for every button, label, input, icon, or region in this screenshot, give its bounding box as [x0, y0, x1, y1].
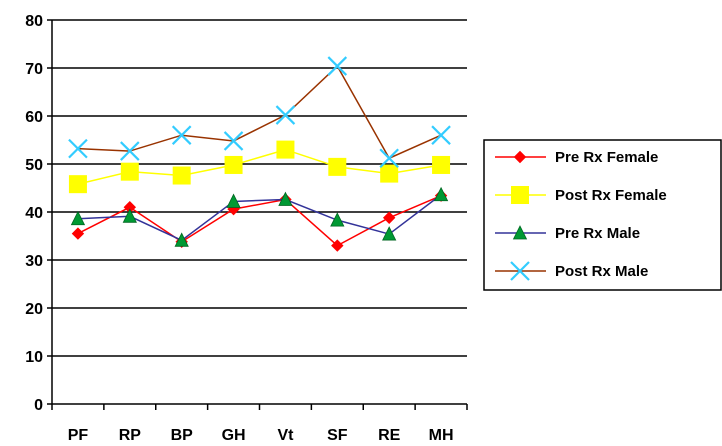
data-point	[71, 227, 85, 240]
legend-item: Post Rx Female	[495, 186, 667, 204]
data-point	[382, 211, 396, 224]
y-tick-label: 20	[25, 301, 43, 318]
y-tick-label: 50	[25, 157, 43, 174]
data-point	[276, 140, 295, 159]
data-point	[174, 232, 189, 247]
series-pre-rx-male	[70, 186, 449, 247]
legend-label: Post Rx Male	[555, 263, 648, 280]
series-line	[77, 194, 442, 242]
y-tick-label: 10	[25, 349, 43, 366]
x-tick-label: MH	[429, 427, 454, 444]
data-point	[70, 210, 86, 226]
x-tick-label: PF	[68, 427, 89, 444]
series-line	[77, 64, 442, 160]
data-point	[331, 239, 344, 252]
data-point	[433, 186, 449, 202]
legend: Pre Rx Female Post Rx Female Pre Rx Male Po…	[483, 139, 722, 291]
x-marker-stroke	[327, 56, 348, 76]
x-marker-stroke	[510, 261, 530, 281]
y-tick-label: 40	[25, 205, 43, 222]
data-point	[382, 226, 397, 241]
x-marker-stroke	[68, 138, 88, 159]
legend-label: Pre Rx Female	[555, 149, 658, 166]
data-point	[68, 138, 88, 159]
legend-marker	[510, 261, 530, 281]
x-marker-stroke	[223, 131, 244, 151]
x-tick-label: Vt	[277, 427, 294, 444]
data-point	[68, 175, 87, 194]
x-marker-stroke	[171, 125, 192, 145]
data-point	[226, 193, 241, 208]
y-tick-label: 0	[34, 397, 43, 414]
y-tick-label: 80	[25, 13, 43, 30]
legend-label: Pre Rx Male	[555, 225, 640, 242]
legend-box	[483, 139, 722, 291]
x-tick-label: GH	[222, 427, 246, 444]
x-tick-label: BP	[171, 427, 194, 444]
data-point	[327, 56, 348, 76]
data-point	[171, 125, 192, 145]
data-point	[278, 191, 293, 206]
series-group	[68, 56, 451, 252]
data-point	[275, 105, 296, 125]
data-point	[120, 141, 140, 161]
data-point	[172, 166, 191, 185]
data-point	[380, 164, 399, 183]
data-point	[431, 125, 451, 145]
data-point	[224, 155, 243, 174]
y-tick-label: 30	[25, 253, 43, 270]
x-marker-stroke	[120, 141, 140, 161]
series-post-rx-male	[68, 56, 451, 169]
data-point	[122, 208, 137, 223]
series-post-rx-female	[68, 140, 451, 194]
legend-item: Post Rx Male	[495, 261, 648, 281]
y-tick-label: 70	[25, 61, 43, 78]
data-point	[120, 162, 139, 181]
legend-marker	[511, 186, 529, 204]
data-point	[330, 212, 345, 227]
x-tick-label: RE	[378, 427, 401, 444]
data-point	[223, 131, 244, 151]
x-marker-stroke	[275, 105, 296, 125]
series-line	[77, 194, 442, 247]
data-point	[432, 155, 451, 174]
y-axis-ticks: 0 10 20 30 40 50 60 70 80	[25, 13, 52, 414]
x-marker-stroke	[431, 125, 451, 145]
data-point	[379, 148, 399, 169]
y-tick-label: 60	[25, 109, 43, 126]
x-tick-label: RP	[119, 427, 142, 444]
data-point	[328, 157, 347, 176]
legend-item: Pre Rx Male	[495, 225, 640, 242]
legend-marker	[512, 225, 528, 240]
x-tick-label: SF	[327, 427, 348, 444]
x-marker-stroke	[379, 148, 399, 169]
legend-label: Post Rx Female	[555, 187, 667, 204]
legend-item: Pre Rx Female	[495, 149, 658, 166]
grid-lines	[52, 19, 467, 357]
x-axis-ticks: PF RP BP GH Vt SF RE MH	[51, 404, 468, 444]
legend-marker	[513, 150, 527, 164]
